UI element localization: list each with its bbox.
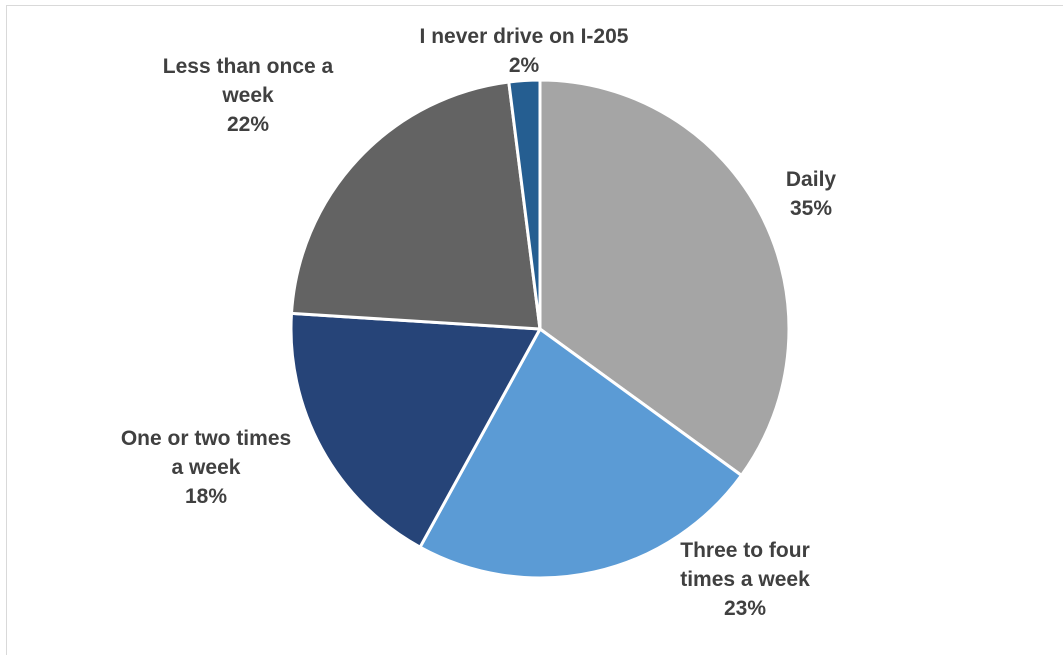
slice-percent-label: 18%	[185, 485, 227, 508]
pie-slice-5	[507, 78, 542, 331]
slice-category-label: Less than once a	[163, 55, 334, 78]
pie-slice-2	[418, 327, 743, 580]
slice-percent-label: 23%	[724, 597, 766, 620]
pie-slice-1	[538, 78, 791, 477]
pie-slice-3	[289, 311, 542, 549]
slice-category-label: One or two times	[121, 427, 291, 450]
slice-percent-label: 35%	[790, 197, 832, 220]
slice-percent-label: 22%	[227, 113, 269, 136]
slice-label-3: One or two times a week 18%	[121, 427, 291, 508]
chart-frame	[6, 5, 1063, 655]
pie-labels: Daily 35% Three to four times a week 23% One …	[121, 25, 837, 620]
slice-category-label: times a week	[680, 568, 810, 591]
pie-slices	[289, 78, 791, 580]
slice-percent-label: 2%	[509, 54, 540, 77]
slice-label-5: I never drive on I-205 2%	[420, 25, 629, 77]
slice-category-label: a week	[172, 456, 241, 479]
slice-label-4: Less than once a week 22%	[163, 55, 334, 136]
slice-label-2: Three to four times a week 23%	[680, 539, 810, 620]
slice-category-label: Daily	[786, 168, 837, 191]
slice-category-label: Three to four	[680, 539, 810, 562]
slice-category-label: I never drive on I-205	[420, 25, 629, 48]
pie-slice-4	[289, 80, 542, 331]
slice-label-1: Daily 35%	[786, 168, 837, 220]
slice-category-label: week	[221, 84, 274, 107]
